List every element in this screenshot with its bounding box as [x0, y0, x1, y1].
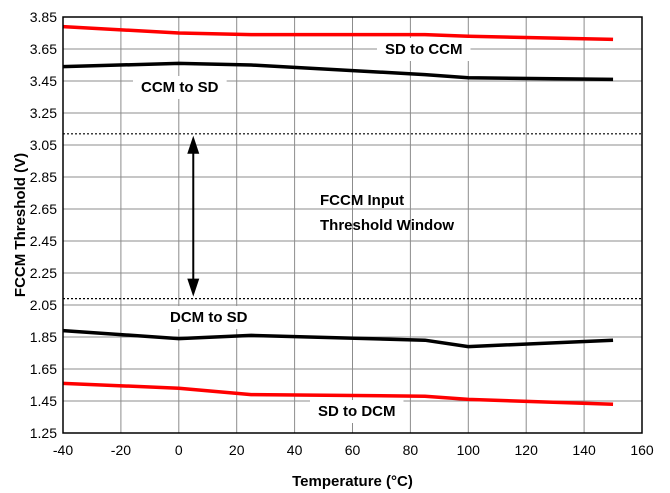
x-tick-label: 20 — [229, 442, 245, 458]
series-label: SD to CCM — [377, 38, 471, 61]
arrow-head-down — [187, 278, 200, 297]
y-tick-labels: 1.25 1.45 1.65 1.85 2.05 2.25 2.45 2.65 2.85 3.05… — [30, 9, 57, 441]
y-tick-label: 3.25 — [30, 105, 57, 121]
y-tick-label: 3.85 — [30, 9, 57, 25]
series-label: DCM to SD — [162, 306, 256, 329]
x-tick-label: 60 — [345, 442, 361, 458]
series-line — [62, 61, 614, 82]
window-arrow — [187, 135, 200, 297]
y-tick-label: 1.65 — [30, 361, 57, 377]
x-tick-label: 100 — [457, 442, 481, 458]
y-tick-label: 3.45 — [30, 73, 57, 89]
y-tick-label: 2.65 — [30, 201, 57, 217]
y-tick-label: 1.25 — [30, 425, 57, 441]
y-tick-label: 2.45 — [30, 233, 57, 249]
series-label-bg — [377, 38, 471, 61]
y-tick-label: 1.85 — [30, 329, 57, 345]
series-label-text: SD to DCM — [318, 403, 396, 420]
y-tick-label: 2.25 — [30, 265, 57, 281]
x-tick-label: 40 — [287, 442, 303, 458]
series-line — [62, 328, 614, 349]
series-label: SD to DCM — [310, 400, 404, 423]
y-tick-label: 3.05 — [30, 137, 57, 153]
x-tick-label: 0 — [175, 442, 183, 458]
series-lines — [62, 24, 614, 406]
x-tick-labels: -40 -20 0 20 40 60 80 100 120 140 160 — [53, 442, 654, 458]
x-tick-label: -20 — [111, 442, 131, 458]
y-tick-label: 2.05 — [30, 297, 57, 313]
y-tick-label: 2.85 — [30, 169, 57, 185]
x-tick-label: 120 — [515, 442, 539, 458]
y-tick-label: 1.45 — [30, 393, 57, 409]
x-tick-label: 160 — [630, 442, 654, 458]
window-annotation-line1: FCCM Input — [320, 192, 404, 209]
series-label-text: DCM to SD — [170, 309, 248, 326]
y-axis-title: FCCM Threshold (V) — [12, 153, 29, 297]
series-label: CCM to SD — [133, 76, 227, 99]
series-line — [62, 24, 614, 42]
series-label-bg — [133, 76, 227, 99]
plot-frame — [62, 16, 643, 434]
x-axis-title: Temperature (°C) — [292, 473, 413, 490]
series-label-text: CCM to SD — [141, 79, 219, 96]
series-line — [62, 381, 614, 406]
series-label-bg — [310, 400, 404, 423]
series-label-bg — [162, 306, 256, 329]
arrow-head-up — [187, 135, 200, 154]
x-tick-label: 80 — [403, 442, 419, 458]
threshold-lines — [63, 133, 642, 300]
y-tick-label: 3.65 — [30, 41, 57, 57]
window-annotation-line2: Threshold Window — [320, 217, 454, 234]
x-tick-label: -40 — [53, 442, 73, 458]
series-label-text: SD to CCM — [385, 41, 463, 58]
x-tick-label: 140 — [572, 442, 596, 458]
series-labels: SD to CCM CCM to SD DCM to SD SD to DCM — [133, 38, 471, 423]
